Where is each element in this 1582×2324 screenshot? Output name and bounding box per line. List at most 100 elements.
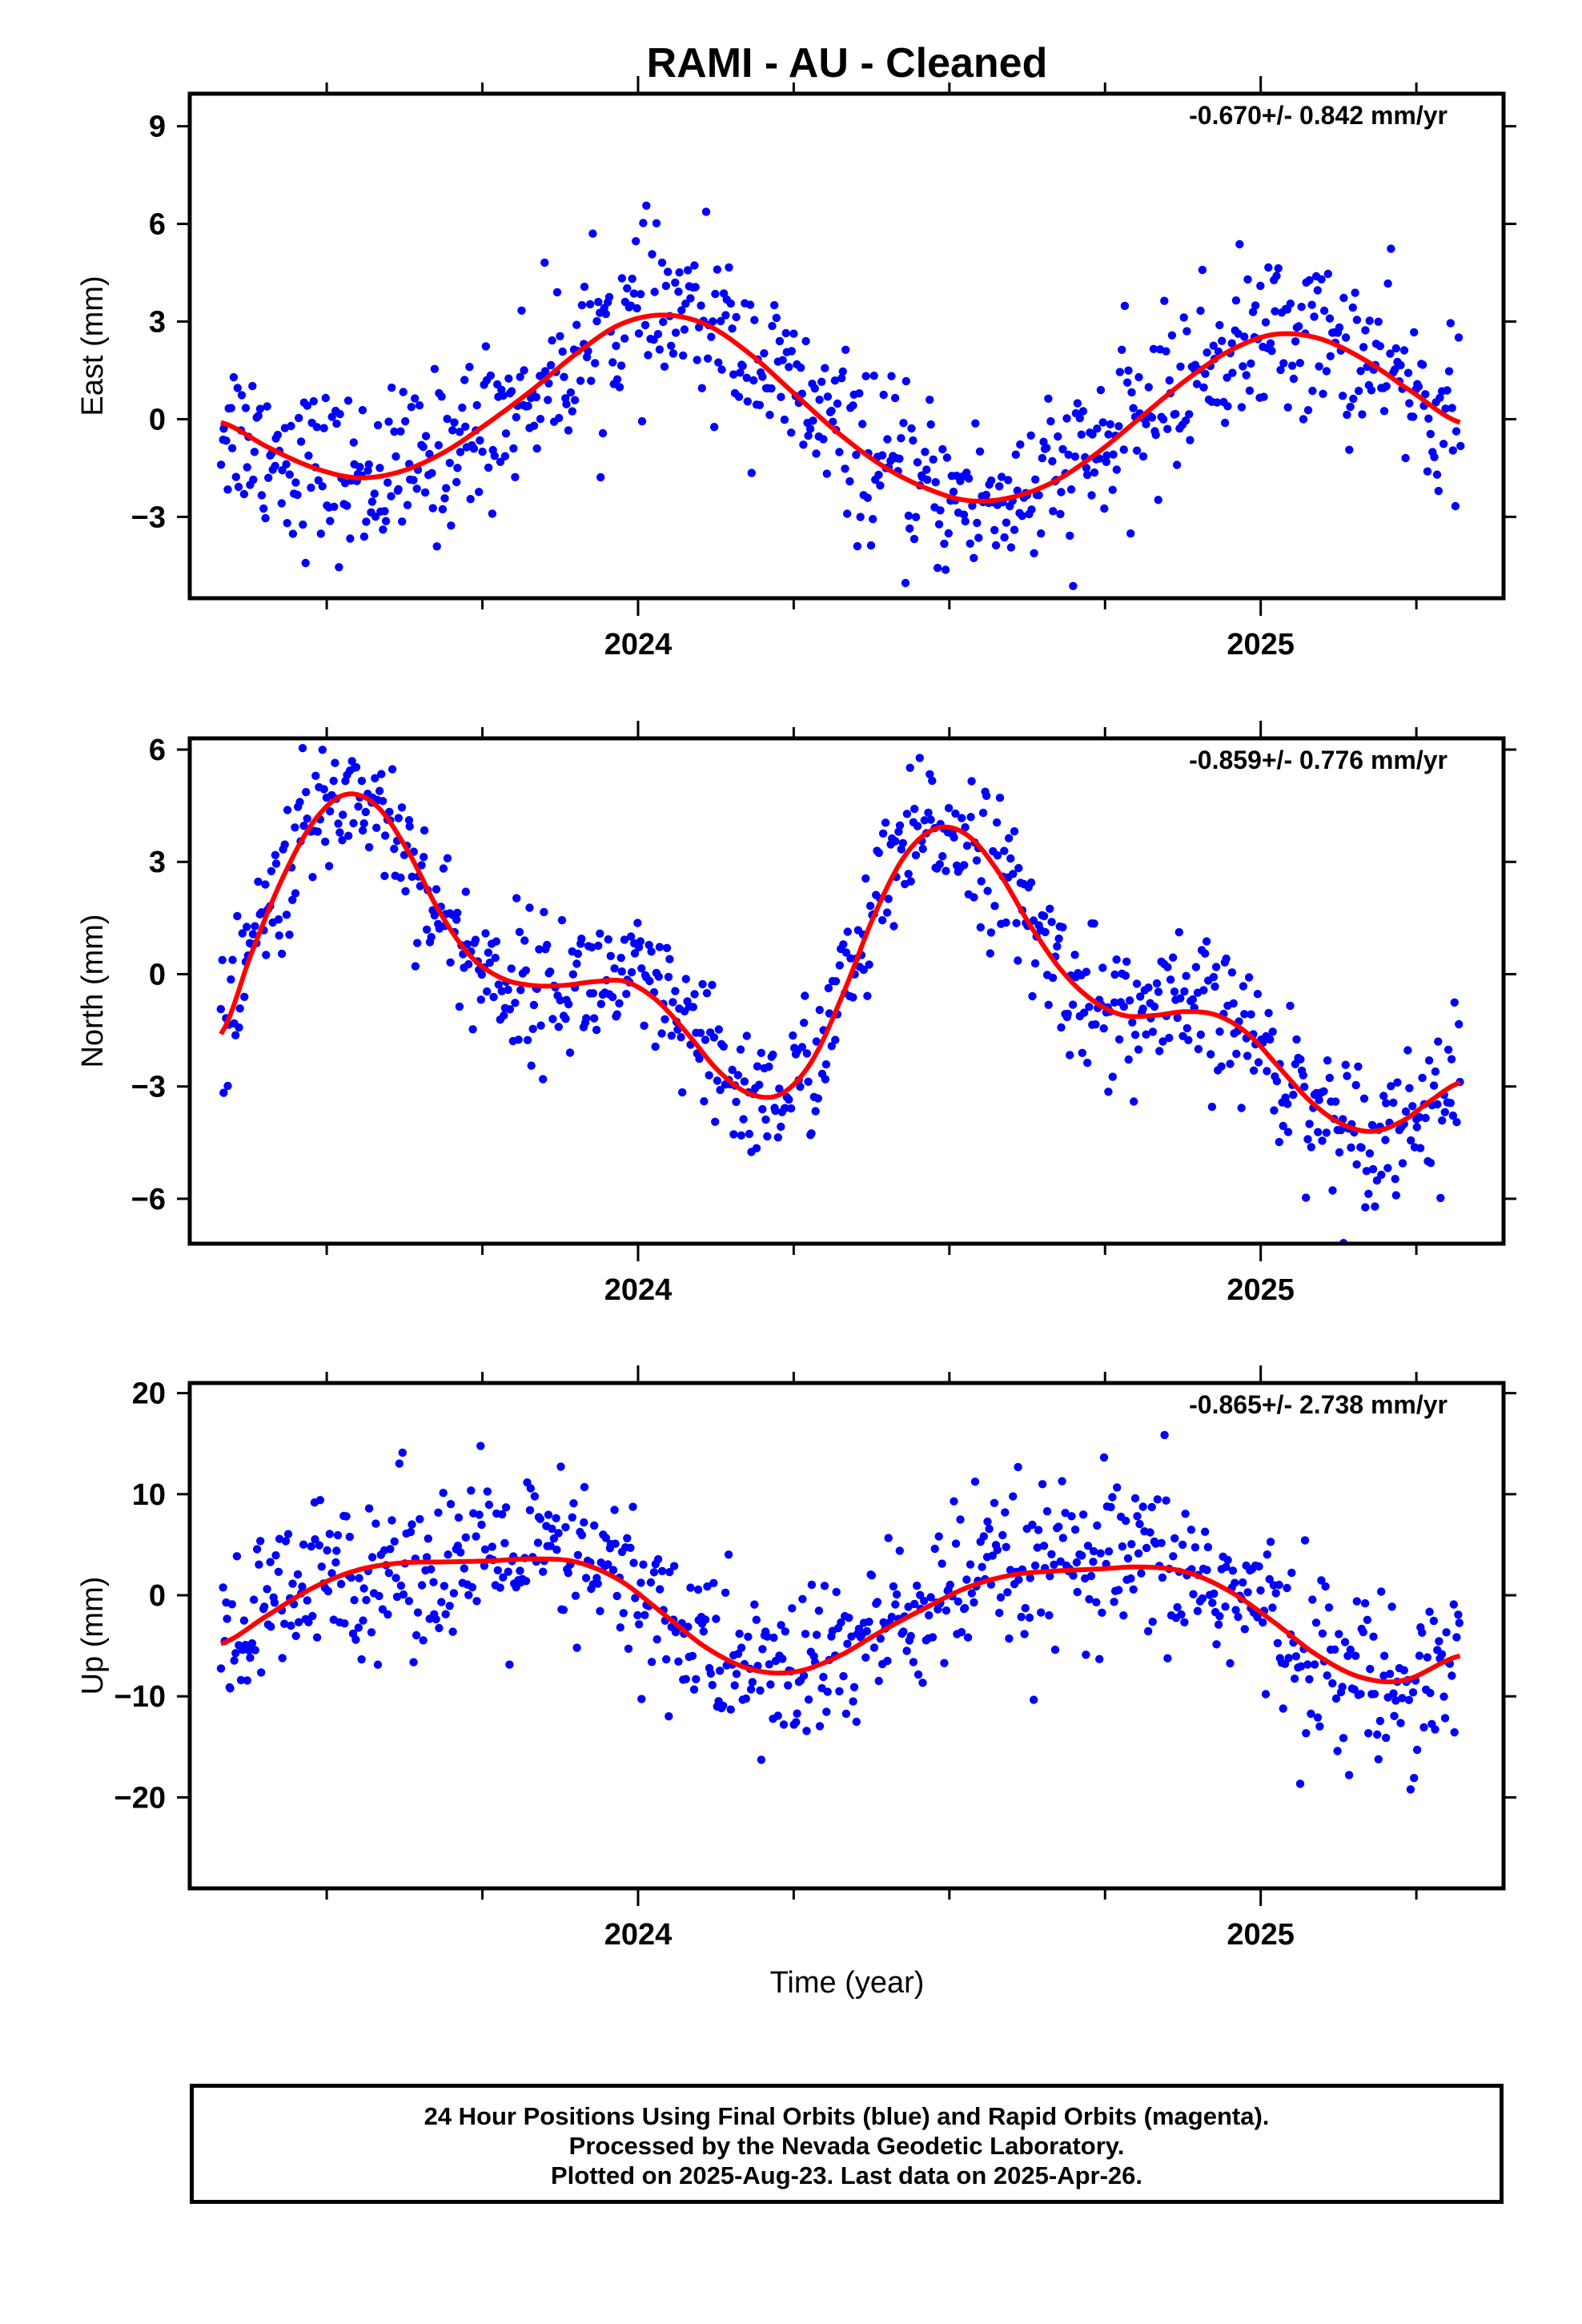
data-point (819, 1672, 828, 1682)
data-point (525, 1506, 535, 1515)
data-point (439, 1489, 448, 1498)
data-point (736, 368, 745, 377)
data-point (895, 454, 904, 463)
data-point (1324, 1603, 1334, 1612)
data-point (275, 931, 283, 940)
data-point (755, 1080, 764, 1089)
data-point (849, 1683, 859, 1691)
data-point (1414, 382, 1423, 391)
data-point (577, 300, 587, 310)
data-point (246, 1653, 255, 1663)
data-point (1319, 306, 1329, 316)
data-point (861, 1653, 870, 1662)
data-point (1449, 1600, 1459, 1609)
data-point (760, 349, 769, 358)
data-point (1017, 1612, 1026, 1622)
data-point (677, 1033, 685, 1042)
data-point (1061, 1509, 1070, 1518)
data-point (333, 1530, 343, 1540)
data-point (1253, 1613, 1262, 1622)
data-point (918, 1679, 927, 1687)
data-point (573, 1550, 583, 1560)
data-point (536, 1514, 544, 1524)
data-point (536, 415, 545, 424)
data-point (406, 1527, 416, 1537)
data-point (303, 1596, 311, 1605)
data-point (911, 513, 921, 521)
data-point (1321, 1582, 1330, 1591)
data-point (248, 381, 257, 391)
data-point (1263, 1550, 1272, 1559)
data-point (835, 448, 844, 456)
data-point (845, 476, 854, 486)
data-point (1439, 440, 1448, 448)
data-point (1347, 1143, 1355, 1152)
data-point (1030, 959, 1040, 968)
data-point (1240, 1625, 1250, 1634)
data-point (568, 407, 576, 416)
data-point (1354, 1062, 1363, 1072)
data-point (1391, 365, 1399, 374)
data-point (1319, 389, 1327, 398)
data-point (752, 1144, 761, 1153)
data-point (326, 517, 335, 525)
data-point (667, 1031, 676, 1040)
data-point (950, 833, 958, 842)
data-point (1201, 949, 1210, 958)
data-point (1424, 414, 1433, 423)
data-point (1448, 446, 1458, 455)
y-axis-title: Up (mm) (76, 1577, 110, 1695)
data-point (1031, 475, 1040, 484)
data-point (1073, 1587, 1082, 1597)
data-point (1082, 470, 1092, 480)
data-point (484, 463, 493, 472)
data-point (1283, 1583, 1291, 1593)
data-point (1108, 485, 1117, 494)
data-point (824, 983, 833, 993)
data-point (488, 1542, 496, 1551)
data-point (1122, 957, 1131, 967)
data-point (359, 1584, 368, 1593)
data-point (867, 1571, 877, 1580)
data-point (552, 287, 562, 297)
data-point (580, 282, 589, 292)
data-point (1134, 1045, 1143, 1054)
data-point (229, 372, 239, 382)
data-point (693, 356, 701, 364)
data-point (1108, 1493, 1117, 1502)
data-point (532, 392, 541, 402)
data-point (1244, 973, 1254, 982)
data-point (285, 931, 294, 939)
data-point (386, 1545, 395, 1554)
data-point (729, 370, 738, 379)
data-point (995, 1608, 1004, 1618)
data-point (696, 1028, 705, 1038)
data-point (461, 1533, 470, 1542)
data-point (1375, 342, 1385, 351)
data-point (562, 400, 571, 408)
data-point (532, 444, 541, 453)
data-point (343, 396, 353, 405)
data-point (412, 485, 421, 493)
data-point (1082, 967, 1091, 976)
data-point (1261, 318, 1271, 327)
data-point (777, 1122, 785, 1132)
data-point (1110, 998, 1119, 1007)
data-point (505, 1660, 514, 1669)
data-point (1189, 1590, 1198, 1598)
data-point (1286, 300, 1295, 308)
data-point (371, 774, 379, 782)
data-point (555, 413, 564, 423)
data-point (1314, 1128, 1323, 1136)
data-point (716, 1085, 725, 1095)
data-point (1174, 927, 1184, 937)
fit-curve (220, 312, 1461, 504)
x-axis-title: Time (year) (770, 1966, 925, 2000)
data-point (512, 412, 520, 422)
data-point (706, 1669, 715, 1678)
data-point (317, 1562, 326, 1571)
data-point (1124, 1055, 1133, 1064)
data-point (1418, 1073, 1427, 1083)
data-point (1268, 1027, 1277, 1036)
data-point (882, 908, 892, 917)
